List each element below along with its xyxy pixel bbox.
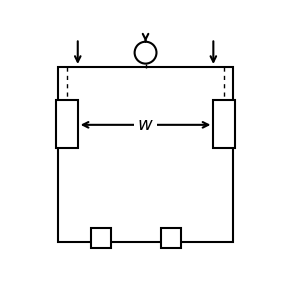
Circle shape — [135, 42, 156, 64]
Polygon shape — [56, 100, 78, 148]
Polygon shape — [161, 228, 181, 248]
Polygon shape — [91, 228, 110, 248]
Text: $w$: $w$ — [137, 116, 154, 134]
Polygon shape — [213, 100, 235, 148]
